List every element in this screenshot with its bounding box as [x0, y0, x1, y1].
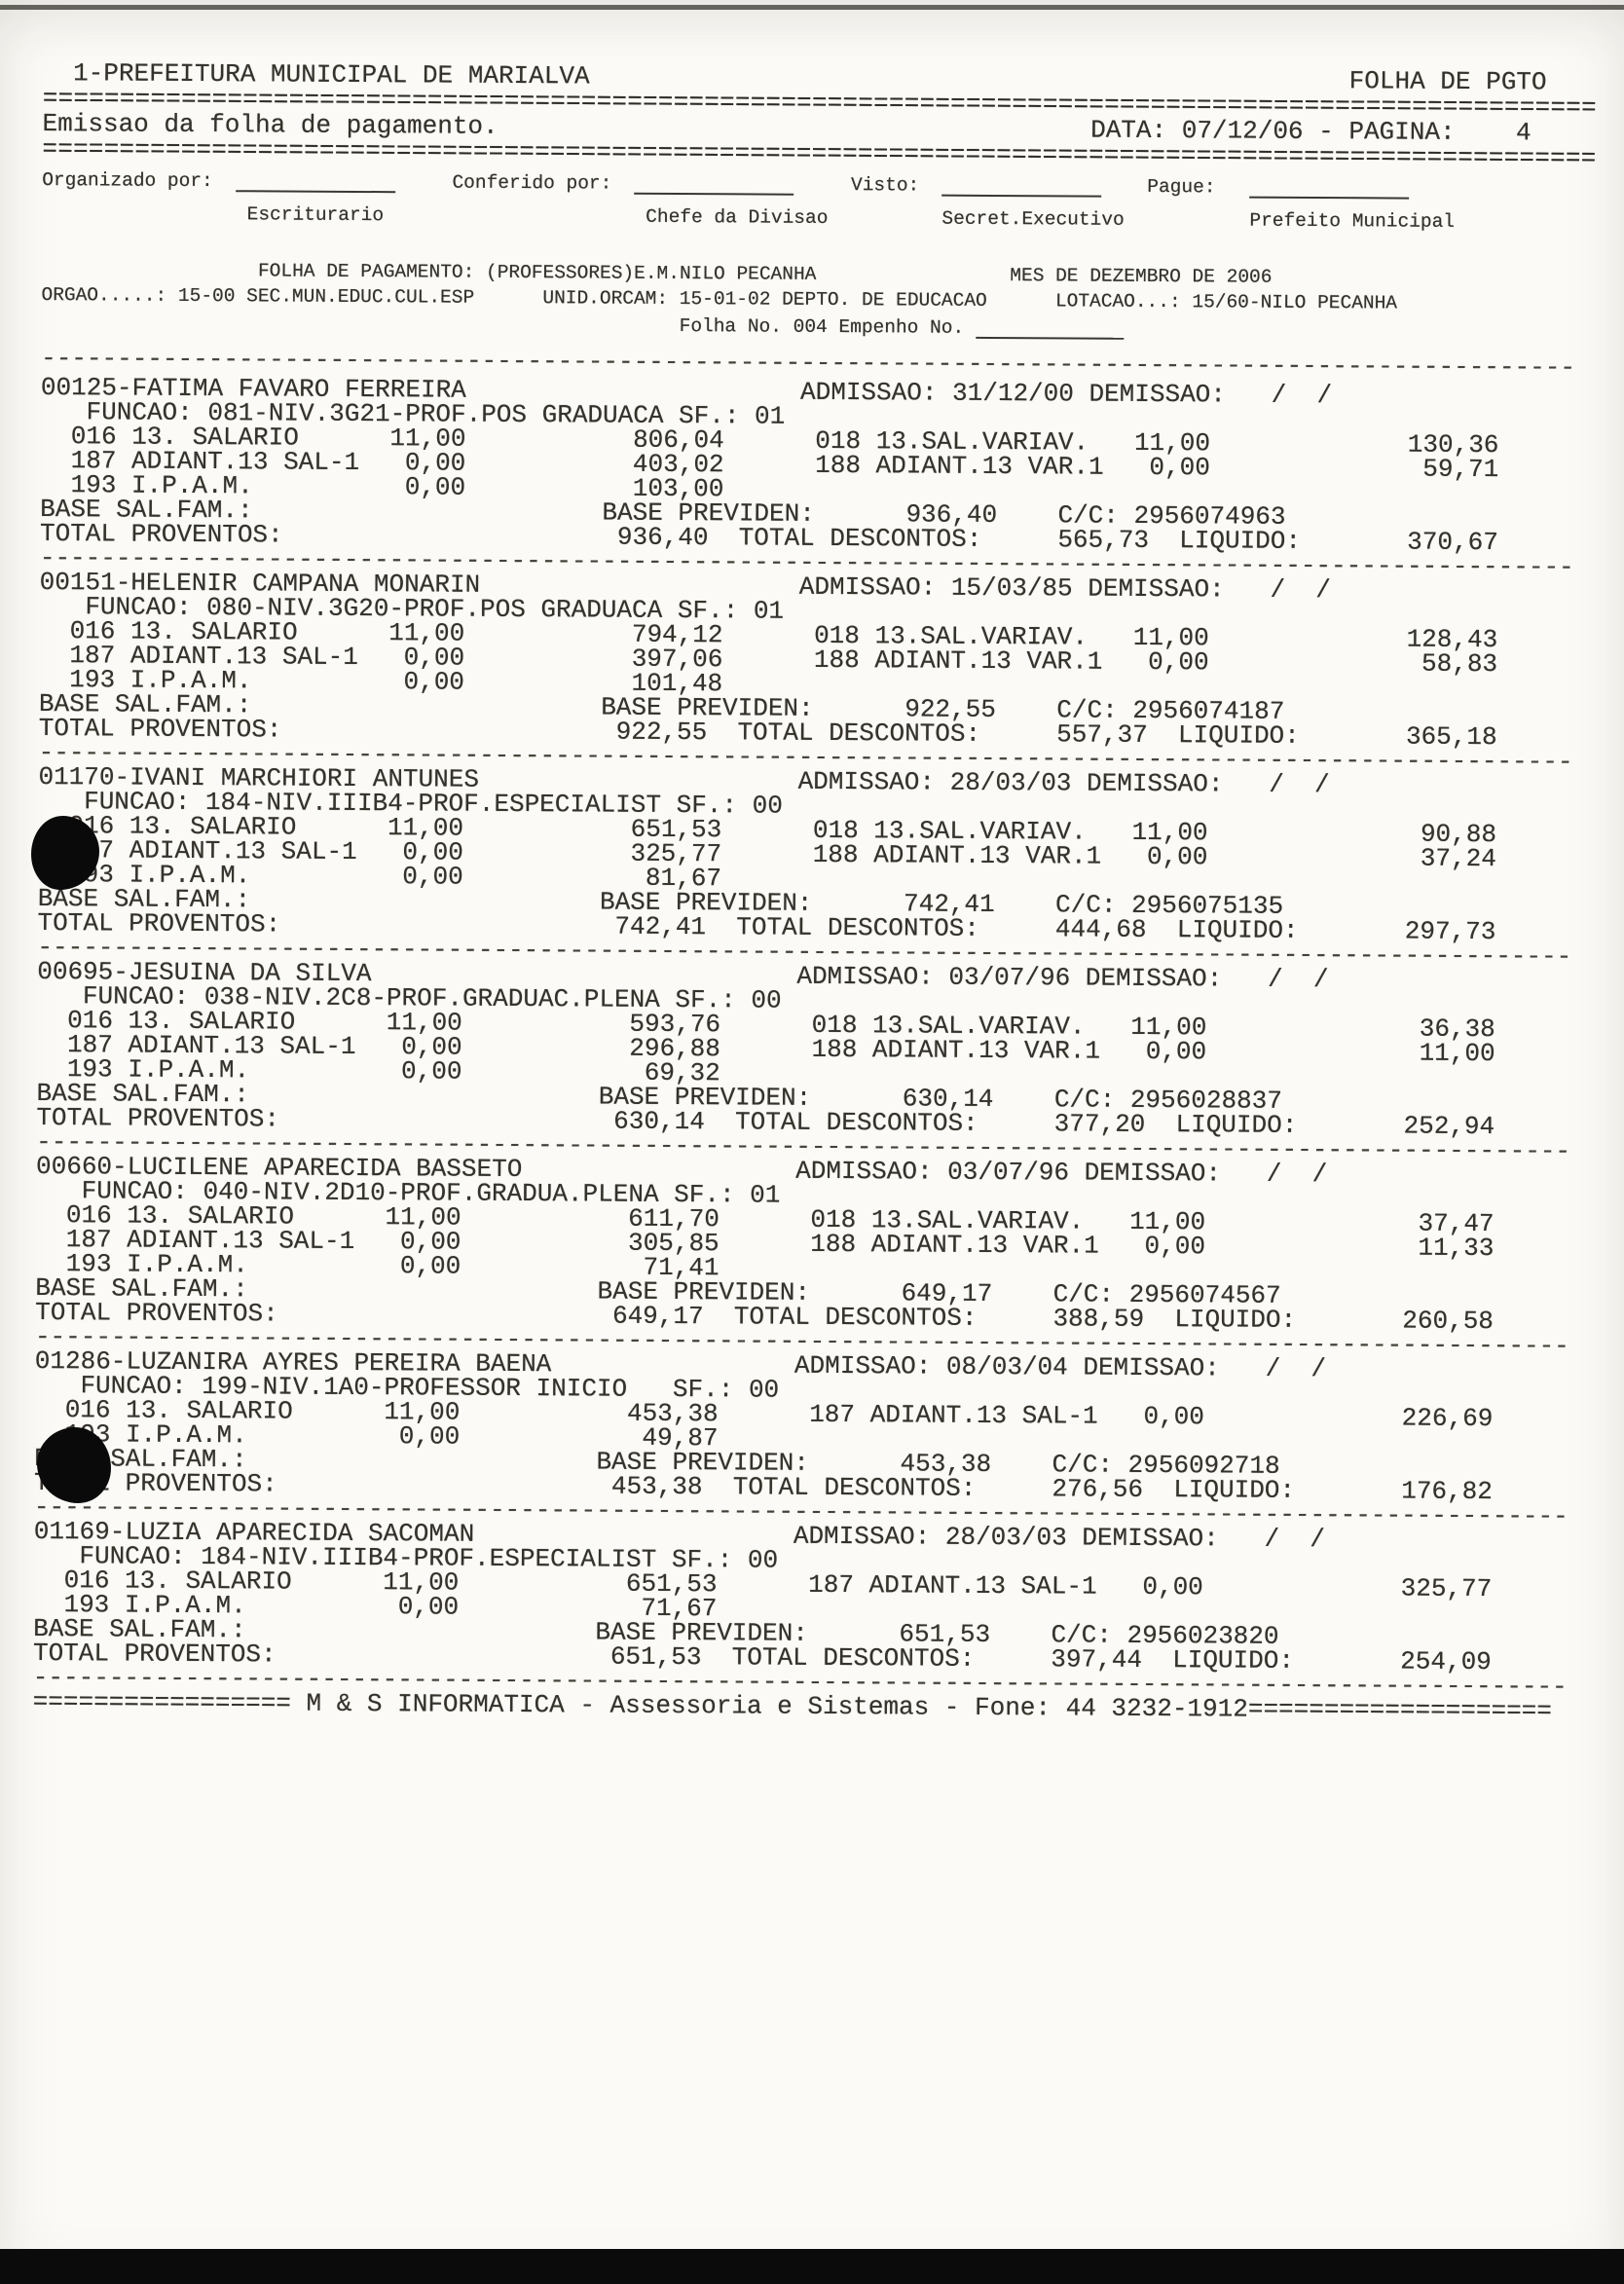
earning-ref: 0,00 [1146, 841, 1208, 872]
lotacao-label: LOTACAO...: [1054, 290, 1181, 313]
empenho-no-label: Empenho No. [838, 315, 965, 339]
admissao-demissao: ADMISSAO: 03/07/96 DEMISSAO: [795, 1156, 1222, 1189]
earning-ref: 0,00 [1145, 1036, 1207, 1067]
pague-signature-line [1249, 176, 1410, 200]
earning-ref: 0,00 [404, 472, 466, 502]
payroll-month: MES DE DEZEMBRO DE 2006 [1010, 265, 1273, 288]
earning-ref: 0,00 [1144, 1231, 1206, 1262]
admissao-demissao: ADMISSAO: 31/12/00 DEMISSAO: [799, 377, 1227, 410]
admissao-demissao: ADMISSAO: 15/03/85 DEMISSAO: [798, 571, 1225, 605]
footer-text: ================= M & S INFORMATICA - As… [32, 1686, 1553, 1726]
earning-value: 11,00 [1419, 1038, 1495, 1069]
earning-desc: ADIANT.13 VAR.1 [870, 1230, 1099, 1261]
footer-row: ================= M & S INFORMATICA - As… [32, 1686, 1581, 1729]
unid-orcam-label: UNID.ORCAM: [542, 287, 669, 310]
unid-orcam-value: 15-01-02 DEPTO. DE EDUCACAO [679, 287, 987, 312]
conferido-signature-line [634, 172, 794, 196]
conferido-por-label: Conferido por: [452, 171, 612, 195]
earning-code: 188 [811, 1034, 858, 1065]
equals-line: ========================================… [42, 133, 1597, 173]
earning-code: 188 [812, 839, 859, 870]
earning-desc: ADIANT.13 VAR.1 [875, 451, 1104, 482]
earning-value: 59,71 [1422, 454, 1499, 485]
separator-equals: ========================================… [42, 134, 1596, 173]
earning-ref: 0,00 [403, 667, 465, 697]
empenho-fill-line [975, 316, 1125, 340]
earning-ref: 0,00 [1142, 1571, 1203, 1602]
demissao-value: / / [1235, 1353, 1327, 1384]
organizado-signature-line [236, 170, 396, 194]
earning-ref: 0,00 [397, 1592, 460, 1622]
demissao-value: / / [1240, 380, 1333, 411]
admissao-demissao: ADMISSAO: 08/03/04 DEMISSAO: [794, 1350, 1220, 1383]
demissao-value: / / [1234, 1524, 1326, 1555]
employee-blocks: 00125-FATIMA FAVARO FERREIRA ADMISSAO: 31… [33, 373, 1589, 1702]
earning-value: 11,33 [1418, 1233, 1495, 1264]
role-chefe-divisao: Chefe da Divisao [646, 205, 829, 229]
folha-no-value: 004 [793, 315, 828, 338]
earning-value: 226,69 [1401, 1403, 1494, 1434]
organizado-por-label: Organizado por: [42, 168, 213, 193]
ink-blob [31, 816, 99, 890]
earning-desc: ADIANT.13 VAR.1 [874, 645, 1103, 677]
demissao-value: / / [1236, 1159, 1328, 1190]
demissao-value: / / [1239, 574, 1332, 606]
earning-value: 58,83 [1421, 648, 1498, 680]
admissao-demissao: ADMISSAO: 28/03/03 DEMISSAO: [793, 1521, 1219, 1554]
earning-value: 37,24 [1420, 843, 1496, 874]
earning-code: 187 [808, 1569, 855, 1601]
role-prefeito: Prefeito Municipal [1249, 209, 1456, 233]
payroll-document: 1-PREFEITURA MUNICIPAL DE MARIALVA FOLHA… [32, 58, 1597, 1729]
earning-desc: ADIANT.13 VAR.1 [871, 1035, 1101, 1066]
earning-ref: 0,00 [398, 1421, 461, 1452]
earning-code: 188 [810, 1229, 857, 1260]
earning-code: 187 [809, 1399, 856, 1430]
folha-no-label: Folha No. [679, 314, 783, 338]
earning-ref: 0,00 [402, 862, 463, 892]
admissao-demissao: ADMISSAO: 28/03/03 DEMISSAO: [797, 766, 1224, 799]
visto-label: Visto: [850, 174, 920, 197]
earning-ref: 0,00 [399, 1251, 461, 1281]
demissao-value: / / [1236, 964, 1329, 995]
earning-desc: ADIANT.13 SAL-1 [869, 1400, 1098, 1431]
earning-value: 325,77 [1400, 1573, 1493, 1604]
earning-ref: 0,00 [1149, 452, 1210, 483]
earning-ref: 0,00 [1143, 1401, 1204, 1432]
visto-signature-line [941, 174, 1102, 198]
earning-code: 188 [813, 645, 860, 676]
earning-desc: ADIANT.13 VAR.1 [873, 840, 1102, 871]
payroll-title: FOLHA DE PAGAMENTO: (PROFESSORES)E.M.NIL… [257, 260, 817, 285]
role-escriturario: Escriturario [246, 203, 385, 227]
scan-bottom-edge [0, 2249, 1624, 2284]
ink-blob [37, 1427, 111, 1503]
role-secret-executivo: Secret.Executivo [941, 207, 1125, 231]
pague-label: Pague: [1147, 175, 1216, 199]
earning-code: 188 [815, 450, 862, 481]
document-type: FOLHA DE PGTO [1348, 66, 1547, 97]
earning-ref: 0,00 [401, 1056, 462, 1087]
demissao-value: / / [1237, 769, 1330, 800]
orgao-label: ORGAO.....: [41, 283, 167, 307]
lotacao-value: 15/60-NILO PECANHA [1192, 291, 1398, 314]
scan-top-edge [0, 5, 1624, 10]
admissao-demissao: ADMISSAO: 03/07/96 DEMISSAO: [796, 961, 1223, 994]
earning-ref: 0,00 [1148, 646, 1209, 678]
earning-desc: ADIANT.13 SAL-1 [868, 1570, 1097, 1602]
orgao-value: 15-00 SEC.MUN.EDUC.CUL.ESP [177, 284, 475, 309]
